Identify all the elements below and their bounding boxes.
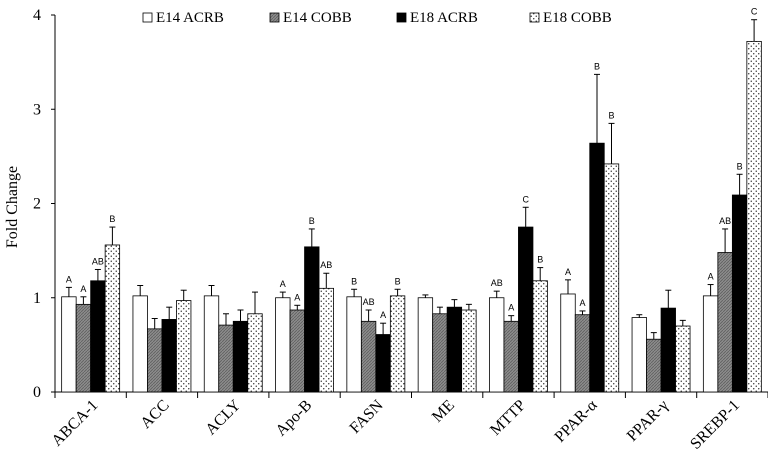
bar — [446, 306, 463, 393]
bar — [631, 317, 647, 393]
bar — [247, 313, 263, 393]
significance-label: A — [565, 267, 571, 277]
bar — [660, 307, 676, 393]
x-tick-label: PPAR-α — [552, 396, 601, 445]
significance-label: A — [380, 310, 386, 320]
bar — [275, 297, 291, 393]
x-tick-label: PPAR-γ — [624, 397, 672, 445]
bars-layer — [61, 19, 762, 393]
significance-label: B — [351, 276, 357, 286]
legend-swatch — [269, 12, 280, 23]
bar — [375, 334, 391, 393]
y-axis-label: Fold Change — [4, 166, 21, 248]
y-tick-label: 0 — [33, 384, 41, 401]
significance-label: B — [737, 161, 743, 171]
bar — [717, 252, 733, 393]
bar — [731, 194, 748, 393]
significance-label: AB — [719, 216, 731, 226]
bar — [161, 319, 177, 393]
bar — [318, 287, 334, 393]
x-tick-label: ACLY — [202, 396, 244, 438]
bar — [304, 246, 320, 393]
legend-swatch — [142, 12, 153, 23]
significance-label: AB — [363, 297, 375, 307]
x-tick-label: ABCA-1 — [49, 397, 102, 450]
bar — [232, 320, 249, 393]
significance-label: C — [522, 194, 529, 204]
bar — [746, 40, 762, 393]
bar — [61, 296, 77, 393]
bar — [389, 295, 406, 393]
x-tick-label: MTTP — [487, 397, 529, 439]
bar — [702, 295, 719, 393]
significance-label: B — [608, 110, 614, 120]
bar — [176, 300, 192, 393]
bar — [360, 320, 377, 393]
significance-label: B — [309, 216, 315, 226]
bar — [90, 280, 106, 393]
bar — [574, 314, 591, 393]
significance-label: C — [751, 7, 758, 17]
bar — [75, 303, 92, 393]
significance-label: A — [579, 298, 585, 308]
bar — [646, 338, 662, 393]
x-tick-label: ACC — [137, 397, 172, 432]
significance-label: B — [109, 214, 115, 224]
x-tick-label: Apo-B — [273, 397, 316, 440]
bar — [289, 309, 305, 393]
bar — [104, 244, 121, 393]
bar — [589, 142, 605, 393]
bar — [417, 297, 434, 393]
bar — [503, 320, 519, 393]
legend-label: E18 ACRB — [410, 10, 478, 26]
bar — [132, 295, 148, 393]
legend-label: E14 COBB — [283, 10, 352, 26]
x-tick-label: ME — [429, 397, 458, 426]
bar — [560, 293, 576, 393]
bar — [147, 328, 163, 393]
legend-label: E18 COBB — [543, 10, 612, 26]
significance-label: A — [66, 274, 72, 284]
legend-label: E14 ACRB — [156, 10, 224, 26]
significance-label: A — [280, 279, 286, 289]
significance-label: A — [294, 292, 300, 302]
bar — [432, 313, 448, 393]
bar — [518, 226, 534, 393]
x-tick-label: FASN — [347, 396, 387, 436]
significance-label: A — [80, 284, 86, 294]
y-tick-label: 1 — [33, 290, 41, 307]
bar — [218, 324, 234, 393]
bar — [603, 163, 620, 393]
legend-swatch — [529, 12, 540, 23]
bar — [489, 297, 505, 393]
bar — [461, 309, 477, 393]
bar — [203, 295, 220, 393]
y-tick-label: 4 — [33, 7, 41, 24]
y-tick-label: 3 — [33, 101, 41, 118]
x-tick-label: SREBP-1 — [687, 397, 743, 453]
significance-label: A — [508, 303, 514, 313]
significance-label: AB — [92, 256, 104, 266]
legend: E14 ACRB E14 COBB E18 ACRB E18 COBB — [142, 10, 612, 26]
significance-label: B — [395, 276, 401, 286]
significance-label: AB — [320, 260, 332, 270]
significance-label: A — [708, 272, 714, 282]
significance-label: AB — [491, 278, 503, 288]
legend-swatch — [396, 12, 407, 23]
significance-label: B — [594, 61, 600, 71]
significance-label: B — [537, 255, 543, 265]
bar — [675, 325, 691, 393]
bar — [532, 280, 548, 393]
bar — [346, 296, 362, 393]
y-tick-label: 2 — [33, 196, 41, 213]
